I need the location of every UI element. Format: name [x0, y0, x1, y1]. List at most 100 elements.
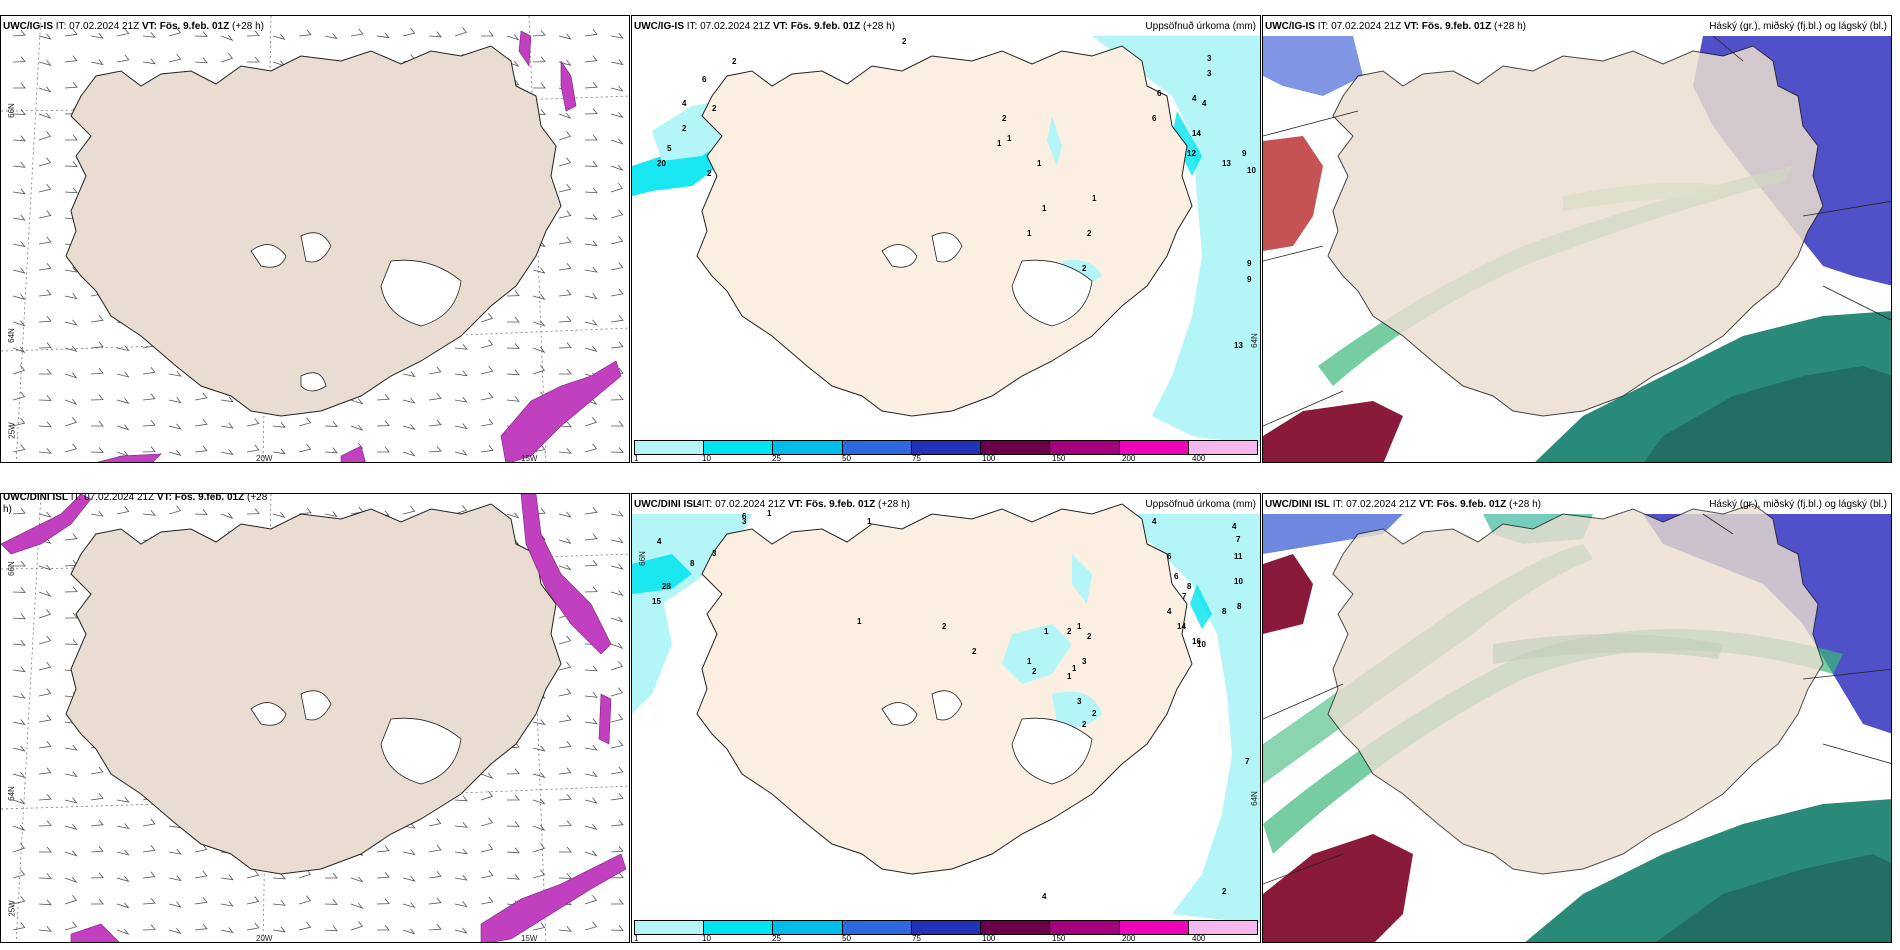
wind-barb — [558, 33, 572, 40]
wind-barb — [168, 397, 182, 404]
panel-header-3: UWC/IG-IS IT: 07.02.2024 21Z VT: Fös. 9.… — [1265, 21, 1526, 32]
wind-barb — [454, 449, 468, 456]
lon-label-25w: 25W — [7, 900, 17, 917]
legend-swatch — [842, 921, 912, 934]
precip-value-label: 2 — [707, 169, 712, 178]
wind-barb — [454, 927, 468, 934]
wind-barb — [506, 396, 520, 402]
wind-barb — [480, 445, 494, 453]
wind-barb — [532, 843, 546, 853]
wind-barb — [428, 419, 442, 427]
lon-label-15w: 15W — [521, 454, 538, 463]
wind-barb — [558, 538, 572, 545]
wind-barb — [610, 164, 624, 171]
wind-barb — [116, 450, 130, 457]
wind-map-top — [1, 16, 629, 462]
precip-value-label: 3 — [742, 517, 747, 526]
precip-value-label: 16 — [1192, 637, 1201, 646]
wind-barb — [142, 871, 156, 879]
lat-label-64n: 64N — [1249, 791, 1259, 806]
wind-barb — [558, 315, 572, 323]
wind-barb — [584, 266, 598, 273]
wind-barb — [220, 449, 234, 456]
wind-barb — [116, 823, 130, 830]
wind-barb — [558, 157, 572, 167]
wind-barb — [402, 450, 416, 457]
precip-value-label: 2 — [1032, 667, 1037, 676]
wind-barb — [64, 921, 78, 931]
legend-label: 1 — [634, 934, 639, 943]
precip-value-label: 9 — [1242, 149, 1247, 158]
wind-barb — [38, 131, 52, 141]
wind-barb — [246, 444, 260, 453]
wind-barb — [428, 871, 442, 879]
wind-barb — [64, 293, 78, 300]
wind-barb — [559, 846, 572, 853]
wind-barb — [116, 796, 130, 803]
precip-value-label: 2 — [712, 104, 717, 113]
wind-barb — [64, 319, 78, 326]
precip-value-label: 1 — [1072, 664, 1077, 673]
wind-barb — [454, 848, 468, 855]
legend-swatch — [635, 441, 705, 454]
precip-map-bottom: 46 11483281531212121223113224668741416108… — [632, 499, 1260, 924]
wind-barb — [532, 346, 546, 353]
precip-value-label: 3 — [1207, 69, 1212, 78]
wind-barb — [584, 665, 598, 672]
wind-barb — [12, 640, 26, 646]
wind-barb — [12, 241, 26, 248]
wind-barb — [65, 612, 78, 619]
precip-value-label: 1 — [1037, 159, 1042, 168]
lon-label-25w: 25W — [7, 422, 17, 439]
lat-label-66n: 66N — [637, 551, 647, 566]
wind-barb — [116, 876, 130, 883]
wind-barb — [584, 797, 598, 804]
legend-label: 75 — [912, 454, 921, 463]
wind-barb — [168, 505, 182, 515]
wind-barb — [558, 926, 572, 932]
wind-barb — [428, 897, 442, 905]
lat-label-64n: 64N — [6, 786, 16, 801]
wind-barb — [584, 187, 598, 194]
wind-barb — [610, 590, 624, 597]
wind-barb — [610, 563, 624, 570]
precip-colorbar — [634, 920, 1258, 935]
precip-value-label: 4 — [1152, 517, 1157, 526]
wind-barb — [558, 131, 572, 141]
wind-barb — [91, 420, 104, 427]
wind-barb — [168, 370, 182, 377]
wind-barb — [91, 898, 104, 905]
wind-barb — [558, 60, 572, 67]
wind-barb — [64, 398, 78, 405]
precip-value-label: 7 — [1182, 592, 1187, 601]
wind-barb — [64, 586, 78, 593]
legend-swatch — [981, 441, 1051, 454]
wind-barb — [194, 31, 208, 37]
wind-barb — [142, 845, 156, 853]
wind-barb — [559, 368, 572, 375]
precip-value-label: 8 — [1237, 602, 1242, 611]
cloud-map-bottom — [1263, 503, 1891, 942]
wind-barb — [38, 183, 52, 193]
precip-value-label: 2 — [732, 57, 737, 66]
wind-barb — [610, 32, 624, 39]
wind-barb — [12, 587, 26, 593]
wind-barb — [12, 391, 26, 401]
wind-barb — [558, 511, 572, 518]
wind-barb — [116, 928, 130, 935]
precip-value-label: 2 — [1082, 264, 1087, 273]
wind-barb — [12, 843, 26, 853]
wind-barb — [454, 370, 468, 377]
wind-barb — [532, 444, 546, 453]
legend-label: 150 — [1052, 454, 1066, 463]
wind-barb — [506, 34, 520, 41]
wind-barb — [168, 848, 182, 855]
wind-barb — [610, 819, 624, 827]
legend-label: 150 — [1052, 934, 1066, 943]
precip-value-label: 1 — [1027, 229, 1032, 238]
wind-barb — [610, 661, 624, 671]
wind-barb — [532, 267, 546, 274]
wind-barb — [402, 849, 416, 856]
wind-barb — [90, 872, 104, 879]
wind-barb — [246, 922, 260, 931]
